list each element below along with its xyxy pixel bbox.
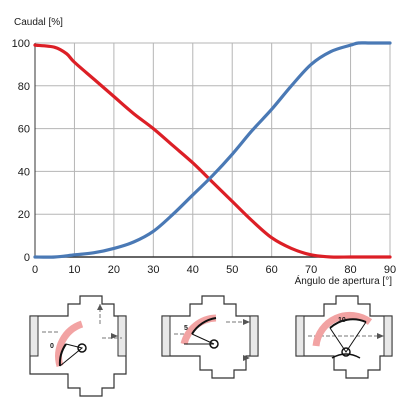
valve-seat [331, 353, 361, 359]
flow-arrow-icon [97, 304, 103, 310]
obturator [191, 317, 217, 335]
valve-flange-right [249, 315, 259, 357]
x-tick-label: 70 [305, 264, 317, 276]
obturator [329, 318, 367, 329]
flow-arrow-icon [377, 333, 384, 339]
opening-arc [55, 320, 84, 367]
y-axis-label: Caudal [%] [14, 17, 63, 28]
y-tick-label: 40 [18, 166, 30, 178]
x-tick-label: 50 [226, 264, 238, 276]
series-line-2 [33, 41, 392, 259]
valve-diagram-1: 0 [29, 295, 127, 397]
flow-arrow-icon [243, 319, 250, 361]
y-tick-label: 100 [12, 38, 30, 50]
valve-flange-left [161, 315, 171, 357]
valve-arm [329, 321, 367, 353]
x-tick-label: 10 [68, 264, 80, 276]
valve-flange-right [383, 315, 393, 357]
valve-flange-left [29, 315, 39, 357]
obturator [58, 343, 67, 367]
valve-flange-right [117, 315, 127, 357]
position-label: 0 [50, 343, 54, 350]
position-label: 10 [338, 317, 346, 324]
valve-diagram-2: 5 [161, 295, 259, 379]
x-tick-label: 0 [32, 264, 38, 276]
series-layer [33, 41, 392, 259]
tick-labels: 0 10 20 30 40 50 60 70 80 90 0 20 40 60 80 100 [12, 38, 396, 276]
x-tick-label: 80 [344, 264, 356, 276]
x-tick-label: 60 [266, 264, 278, 276]
valve-flange-left [295, 315, 305, 357]
valve-arm [184, 333, 215, 345]
x-tick-label: 30 [147, 264, 159, 276]
x-tick-label: 40 [187, 264, 199, 276]
y-tick-label: 20 [18, 209, 30, 221]
flow-arrow-icon [111, 333, 118, 339]
y-tick-label: 60 [18, 124, 30, 136]
x-axis-label: Ángulo de apertura [°] [295, 274, 393, 287]
position-label: 5 [184, 325, 188, 332]
y-tick-label: 80 [18, 81, 30, 93]
x-tick-label: 90 [384, 264, 396, 276]
valve-diagram-3: 10 [295, 295, 393, 379]
valve-body [161, 295, 259, 379]
x-tick-label: 20 [108, 264, 120, 276]
opening-arc [312, 311, 373, 347]
valve-arm [59, 343, 84, 367]
y-tick-label: 0 [24, 252, 30, 264]
series-line-1 [33, 43, 392, 259]
